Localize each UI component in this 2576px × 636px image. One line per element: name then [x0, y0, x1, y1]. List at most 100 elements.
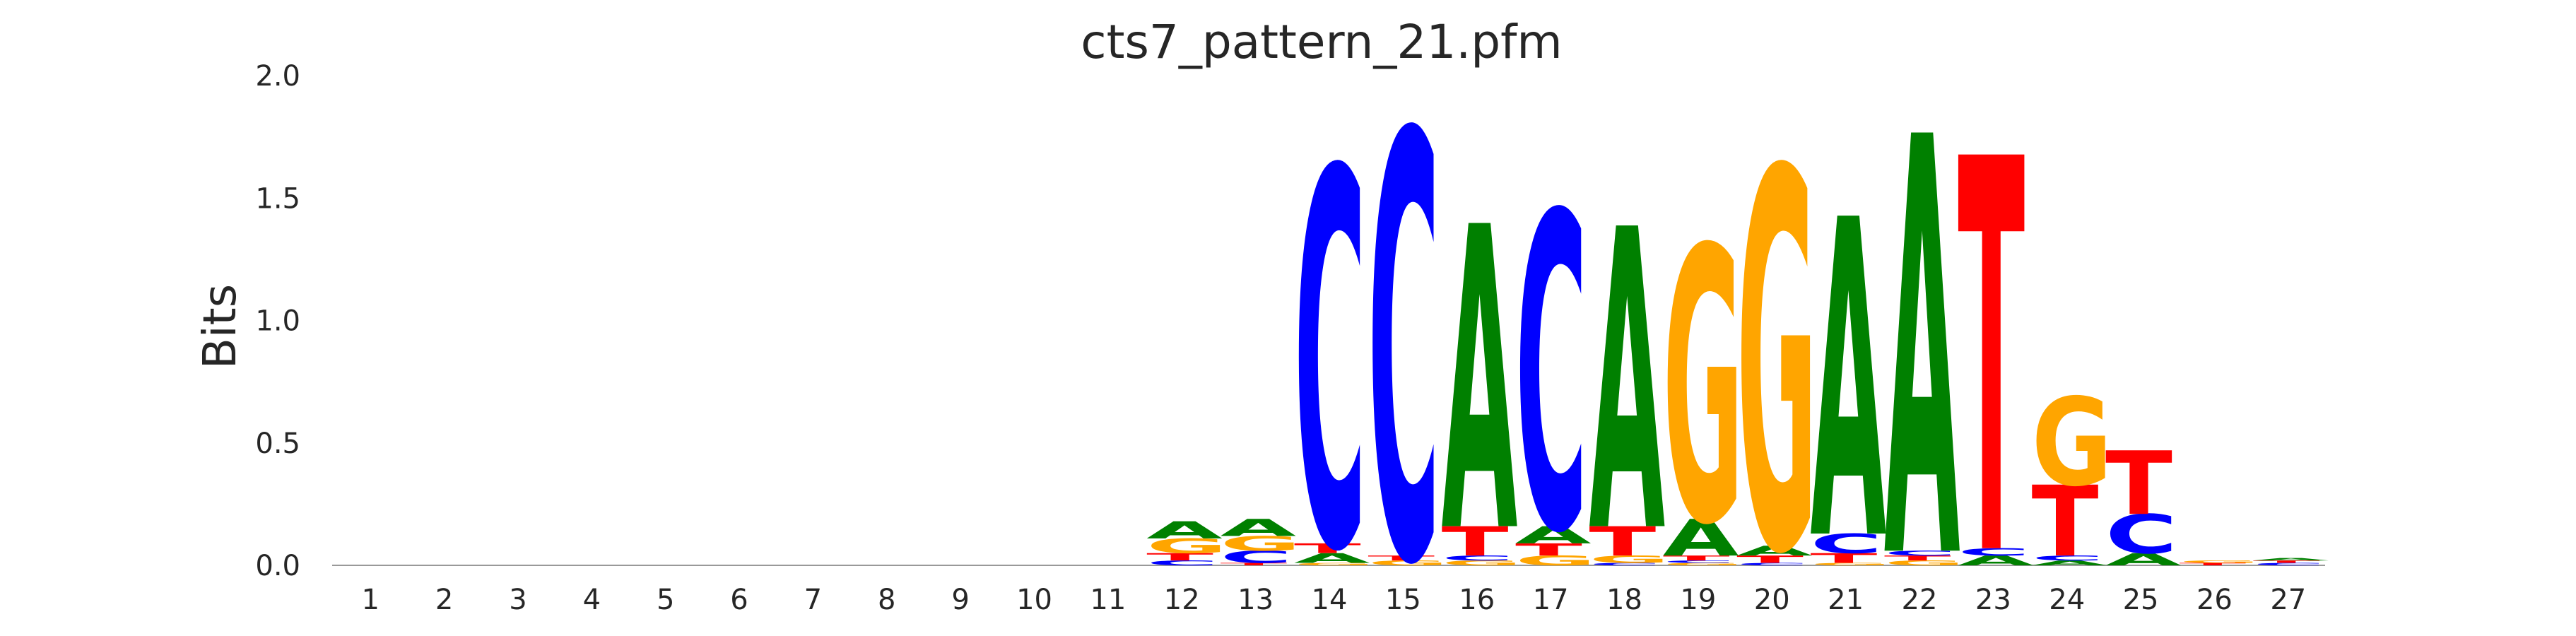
y-tick-label: 1.5 [255, 182, 300, 215]
logo-letter-a: A [1515, 522, 1592, 549]
x-tick-label: 26 [2196, 584, 2233, 616]
logo-letter-g: G [1442, 559, 1522, 567]
y-tick-label: 2.0 [255, 60, 300, 93]
logo-letter-t: T [2179, 563, 2246, 566]
y-tick-label: 0.5 [255, 428, 300, 460]
logo-letter-a: A [1663, 509, 1739, 567]
logo-letter-t: T [1958, 47, 2025, 636]
logo-letter-g: G [1146, 534, 1227, 558]
x-tick-label: 4 [583, 584, 601, 616]
x-tick-label: 27 [2270, 584, 2306, 616]
letter-stack: ACT [1958, 47, 2034, 636]
logo-letter-t: T [1810, 550, 1877, 566]
logo-letter-g: G [1368, 559, 1448, 567]
logo-letter-c: C [1589, 563, 1661, 566]
logo-letter-g: G [1663, 170, 1743, 608]
x-tick-label: 25 [2123, 584, 2159, 616]
logo-letter-c: C [2253, 563, 2325, 566]
x-tick-label: 15 [1385, 584, 1421, 616]
logo-letter-c: C [1663, 560, 1735, 563]
x-tick-label: 21 [1828, 584, 1864, 616]
x-tick-label: 19 [1680, 584, 1716, 616]
logo-letter-c: C [1810, 529, 1882, 560]
logo-letter-c: C [1221, 547, 1293, 567]
x-tick-label: 7 [804, 584, 822, 616]
logo-letter-t: T [1294, 541, 1361, 556]
chart-title: cts7_pattern_21.pfm [1081, 15, 1562, 69]
x-tick-label: 14 [1312, 584, 1348, 616]
logo-letter-a: A [1884, 19, 1961, 636]
logo-letter-c: C [1884, 549, 1956, 557]
logo-letter-t: T [1515, 540, 1582, 560]
logo-letter-c: C [1515, 124, 1587, 628]
logo-letter-g: G [1515, 553, 1596, 569]
logo-letter-t: T [1884, 554, 1951, 562]
x-tick-label: 17 [1533, 584, 1569, 616]
x-tick-label: 9 [951, 584, 969, 616]
logo-letter-a: A [1146, 517, 1223, 544]
x-tick-label: 6 [730, 584, 748, 616]
x-axis-ticks: 1 2 3 4 5 6 7 8 9 10 11 12 13 14 15 16 17 18 19 20 21 22 23 24 2… [361, 584, 2306, 616]
logo-letter-t: T [1368, 554, 1435, 562]
logo-letter-c: C [2105, 504, 2177, 566]
x-tick-label: 10 [1016, 584, 1052, 616]
x-tick-label: 2 [435, 584, 453, 616]
logo-letter-t: T [2032, 466, 2099, 579]
logo-letter-g: G [1221, 532, 1301, 555]
logo-letter-t: T [1589, 519, 1656, 565]
logo-letter-a: A [1294, 550, 1370, 566]
logo-letter-c: C [1958, 546, 2030, 558]
x-tick-label: 23 [1975, 584, 2011, 616]
logo-letter-a: A [1810, 130, 1887, 636]
logo-letter-a: A [2253, 558, 2329, 561]
logo-letter-c: C [1294, 65, 1366, 636]
logo-letter-a: A [1958, 553, 2034, 569]
x-tick-label: 8 [878, 584, 895, 616]
logo-letter-g: G [1589, 553, 1669, 565]
x-tick-label: 22 [1902, 584, 1938, 616]
logo-letter-a: A [1736, 543, 1813, 559]
logo-letter-a: A [2105, 550, 2182, 570]
logo-letter-g: G [2179, 560, 2259, 563]
logo-letter-a: A [1221, 514, 1297, 542]
logo-letter-a: A [1589, 144, 1666, 625]
letter-stack: TG [2179, 560, 2259, 566]
logo-letter-c: C [1442, 554, 1514, 562]
logo-letter-g: G [1884, 559, 1965, 567]
x-tick-label: 5 [657, 584, 674, 616]
logo-letter-c: C [1736, 563, 1809, 566]
logo-letter-t: T [2105, 434, 2172, 536]
logo-letter-t: T [1736, 553, 1804, 565]
logo-letter-t: T [1663, 554, 1730, 562]
letter-stack: ACT [2105, 434, 2182, 570]
x-tick-label: 11 [1090, 584, 1126, 616]
x-tick-label: 12 [1164, 584, 1200, 616]
x-tick-label: 3 [509, 584, 527, 616]
logo-letter-a: A [1442, 140, 1519, 624]
logo-letter-g: G [1663, 563, 1743, 566]
logo-letter-c: C [1146, 559, 1218, 567]
logo-letter-t: T [1442, 519, 1509, 565]
letter-stack: GTC [1368, 13, 1448, 636]
logo-letter-t: T [1146, 551, 1213, 563]
y-tick-label: 1.0 [255, 305, 300, 338]
y-tick-label: 0.0 [255, 550, 300, 582]
x-tick-label: 13 [1237, 584, 1274, 616]
x-tick-label: 24 [2049, 584, 2085, 616]
y-axis-title: Bits [194, 284, 247, 369]
x-tick-label: 20 [1754, 584, 1790, 616]
letter-stack: CTA [2253, 558, 2329, 566]
logo-letter-g: G [1736, 64, 1817, 636]
logo-letter-t: T [1221, 563, 1288, 566]
